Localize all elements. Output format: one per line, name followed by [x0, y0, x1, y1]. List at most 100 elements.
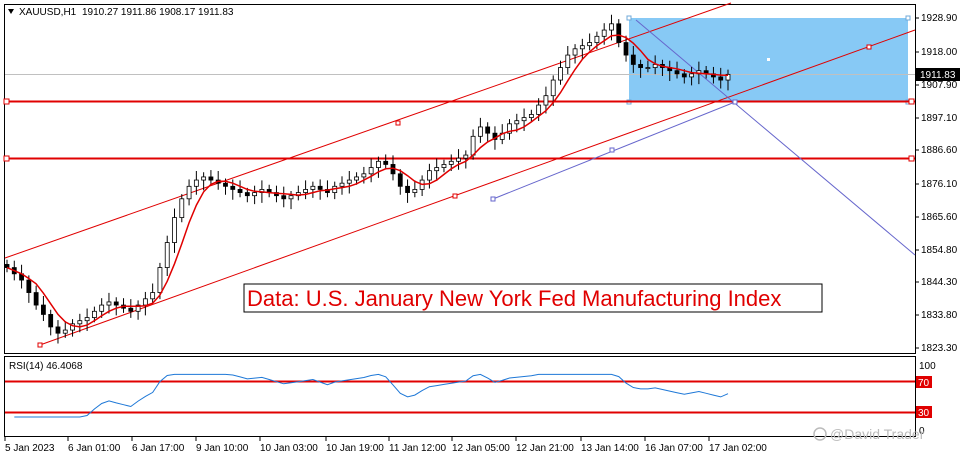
candle-body: [427, 170, 432, 181]
candle-body: [536, 104, 542, 115]
watermark: @David Trader: [813, 426, 925, 442]
candle-body: [528, 114, 534, 118]
price-tick-label: 1907.90: [921, 80, 958, 91]
candle-body: [128, 307, 134, 312]
candle-body: [186, 185, 192, 200]
candle-body: [4, 264, 10, 268]
candle-body: [354, 176, 359, 181]
price-tick-label: 1928.90: [921, 13, 958, 24]
rsi-level-70: 70: [918, 378, 930, 389]
candle-body: [70, 323, 75, 331]
candle-body: [201, 176, 207, 181]
price-tick-label: 1854.80: [921, 245, 958, 256]
candle-body: [616, 23, 622, 43]
time-tick-label: 10 Jan 03:00: [260, 443, 318, 454]
candle-body: [113, 301, 119, 306]
candle-body: [193, 179, 199, 187]
price-channel[interactable]: [4, 2, 916, 348]
horizontal-level-lines[interactable]: [3, 98, 915, 162]
rsi-70-tag: [916, 376, 932, 388]
time-tick-label: 9 Jan 10:00: [196, 443, 249, 454]
candle-body: [674, 70, 680, 75]
candle-body: [135, 304, 141, 312]
candle-body: [558, 67, 563, 81]
price-tick-label: 1833.80: [921, 310, 958, 321]
current-price-tag: [916, 68, 960, 81]
candle-body: [368, 167, 374, 175]
candle-body: [208, 176, 214, 181]
moving-average-line: [6, 34, 729, 328]
candle-body: [223, 182, 228, 187]
price-tick-label: 1844.30: [921, 277, 958, 288]
news-label-box[interactable]: [243, 283, 823, 313]
candle-body: [681, 73, 687, 78]
candle-body: [157, 267, 163, 293]
candle-body: [594, 35, 600, 43]
candle-body: [237, 189, 243, 193]
rsi-label: RSI(14) 46.4068: [9, 361, 83, 372]
candle-body: [99, 304, 105, 312]
candle-body: [550, 79, 556, 97]
candle-body: [164, 242, 170, 268]
candle-body: [150, 292, 156, 300]
time-tick-label: 12 Jan 05:00: [452, 443, 510, 454]
price-tick-label: 1865.60: [921, 212, 958, 223]
candle-body: [565, 54, 571, 68]
candle-body: [26, 279, 32, 293]
candle-body: [587, 42, 593, 47]
candle-body: [507, 123, 512, 134]
candle-body: [142, 298, 148, 306]
rsi-level-30: 30: [918, 408, 930, 419]
candle-body: [470, 135, 476, 156]
candle-body: [521, 117, 527, 122]
watermark-text: @David Trader: [830, 426, 925, 442]
time-tick-label: 17 Jan 02:00: [709, 443, 767, 454]
candle-body: [601, 29, 607, 37]
candle-body: [33, 292, 39, 306]
candle-body: [346, 179, 352, 184]
candle-body: [376, 160, 381, 168]
candle-body: [41, 304, 46, 315]
candle-body: [448, 160, 454, 165]
candle-body: [485, 126, 491, 134]
candle-body: [718, 76, 724, 81]
candle-body: [397, 173, 403, 187]
candle-body: [456, 157, 461, 162]
candle-body: [689, 73, 694, 78]
rsi-scale-max: 100: [919, 361, 936, 372]
candle-body: [405, 185, 410, 193]
triangle-down-icon[interactable]: [8, 9, 14, 14]
candle-body: [630, 54, 636, 65]
candle-body: [106, 301, 112, 306]
trendlines[interactable]: [490, 19, 916, 256]
candle-body: [339, 182, 345, 187]
candle-body: [230, 185, 236, 190]
time-tick-label: 16 Jan 07:00: [645, 443, 703, 454]
candle-body: [579, 45, 585, 50]
candle-body: [441, 164, 447, 168]
time-tick-label: 12 Jan 21:00: [516, 443, 574, 454]
rsi-line: [14, 373, 729, 418]
candle-body: [609, 23, 614, 31]
price-tick-label: 1823.30: [921, 343, 958, 354]
candle-body: [179, 198, 185, 218]
news-label-text: Data: U.S. January New York Fed Manufact…: [247, 286, 781, 311]
candle-body: [645, 67, 651, 69]
candle-body: [463, 154, 469, 159]
candle-body: [77, 320, 83, 325]
candle-body: [91, 310, 97, 318]
candle-body: [84, 317, 90, 322]
candle-body: [281, 195, 287, 200]
candle-body: [361, 173, 367, 178]
price-tick-label: 1897.10: [921, 113, 958, 124]
candlestick-series: [4, 14, 731, 344]
candle-body: [48, 314, 54, 328]
price-tick-label: 1918.00: [921, 47, 958, 58]
candle-body: [172, 217, 177, 243]
time-tick-label: 11 Jan 12:00: [389, 443, 447, 454]
price-axis: 1928.90 1918.00 1907.90 1897.10 1886.60 1876.…: [915, 13, 958, 354]
candle-body: [412, 189, 418, 193]
time-tick-label: 10 Jan 19:00: [326, 443, 384, 454]
time-tick-label: 13 Jan 14:00: [581, 443, 639, 454]
